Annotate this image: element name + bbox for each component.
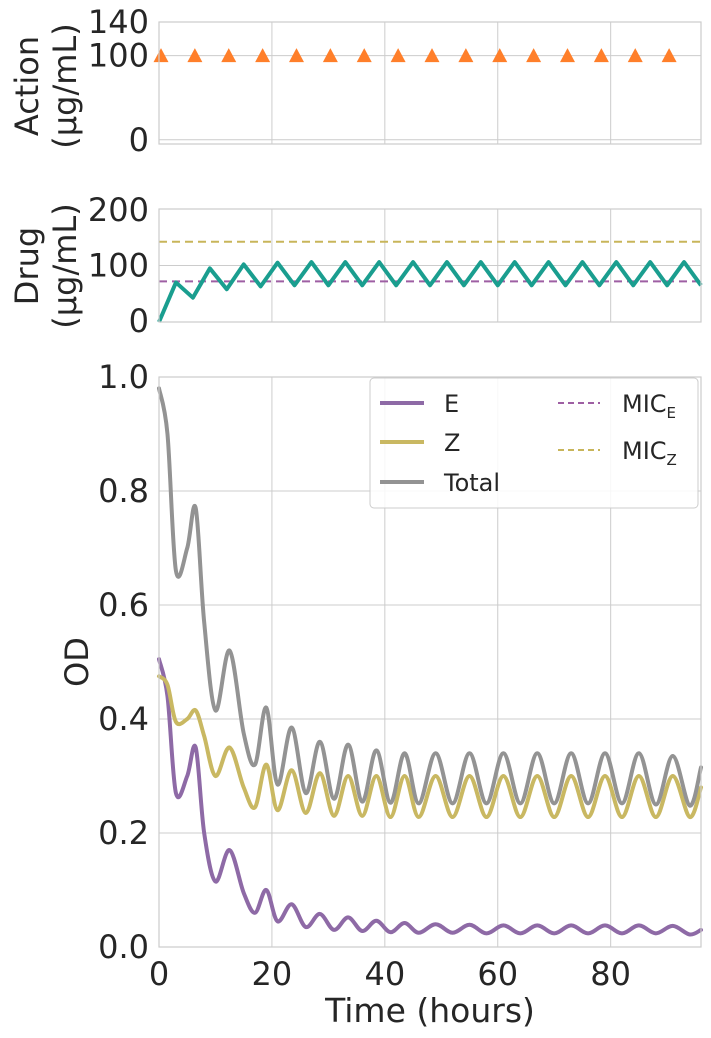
- drug-y-ticks: 200 100 0: [88, 191, 149, 340]
- od-ytick-label: 0.8: [98, 472, 149, 510]
- od-series-e-line: [157, 657, 703, 937]
- action-ytick-label: 100: [88, 37, 149, 75]
- od-ytick-label: 0.6: [98, 586, 149, 624]
- od-xtick-label: 80: [590, 955, 631, 993]
- drug-ytick-label: 0: [129, 302, 149, 340]
- action-dose-marker: [356, 48, 372, 63]
- action-dose-marker: [593, 48, 609, 63]
- action-grid: [159, 21, 701, 144]
- od-xtick-label: 40: [364, 955, 405, 993]
- od-legend-label: E: [444, 390, 459, 418]
- od-legend-subscript: E: [667, 404, 676, 422]
- action-dose-marker: [560, 48, 575, 63]
- action-ytick-label: 140: [88, 3, 149, 41]
- od-axes-frame: [158, 376, 702, 948]
- drug-line: [157, 260, 703, 323]
- od-series-total-line: [157, 386, 703, 808]
- action-ylabel-line1: Action: [8, 36, 46, 136]
- od-legend-label: Z: [444, 429, 460, 457]
- od-xtick-label: 20: [252, 955, 293, 993]
- action-dose-marker: [153, 48, 169, 63]
- od-xlabel: Time (hours): [324, 991, 535, 1030]
- action-dose-marker: [458, 48, 474, 63]
- action-dose-marker: [289, 48, 304, 63]
- od-panel: 0.0 0.2 0.4 0.6 0.8 1.0 0 20 40 60 80 OD Time (ho…: [58, 358, 703, 1030]
- drug-concentration-line: [157, 260, 703, 323]
- action-markers: [153, 48, 677, 63]
- od-ylabel: OD: [58, 637, 96, 687]
- od-legend-label: Total: [443, 469, 500, 497]
- drug-axes-frame: [158, 208, 702, 323]
- action-dose-marker: [492, 48, 508, 63]
- action-dose-marker: [255, 48, 271, 63]
- action-dose-marker: [322, 48, 338, 63]
- action-ytick-label: 0: [129, 121, 149, 159]
- od-ytick-label: 0.0: [98, 928, 149, 966]
- od-xtick-label: 60: [477, 955, 518, 993]
- action-dose-marker: [221, 48, 237, 63]
- od-ytick-label: 0.2: [98, 814, 149, 852]
- action-ylabel-line2: (µg/mL): [46, 23, 84, 148]
- drug-ytick-label: 100: [88, 247, 149, 285]
- action-dose-marker: [526, 48, 542, 63]
- action-axes-frame: [158, 21, 702, 145]
- od-series-z-line: [157, 674, 703, 820]
- drug-ylabel-line1: Drug: [8, 227, 46, 305]
- drug-ytick-label: 200: [88, 191, 149, 229]
- action-dose-marker: [187, 48, 203, 63]
- od-legend-box: [369, 377, 699, 509]
- od-x-ticks: 0 20 40 60 80: [149, 955, 631, 993]
- od-xtick-label: 0: [149, 955, 169, 993]
- drug-panel: 200 100 0 Drug (µg/mL): [8, 191, 703, 340]
- action-dose-marker: [424, 48, 440, 63]
- od-ytick-label: 0.4: [98, 700, 149, 738]
- od-lines: [157, 386, 703, 937]
- drug-mic-lines: [159, 240, 701, 283]
- od-y-ticks: 0.0 0.2 0.4 0.6 0.8 1.0: [98, 358, 149, 966]
- od-legend-subscript: Z: [667, 451, 677, 469]
- action-dose-marker: [661, 48, 677, 63]
- action-dose-marker: [390, 48, 406, 63]
- drug-ylabel-line2: (µg/mL): [46, 203, 84, 328]
- action-dose-marker: [627, 48, 643, 63]
- od-ytick-label: 1.0: [98, 358, 149, 396]
